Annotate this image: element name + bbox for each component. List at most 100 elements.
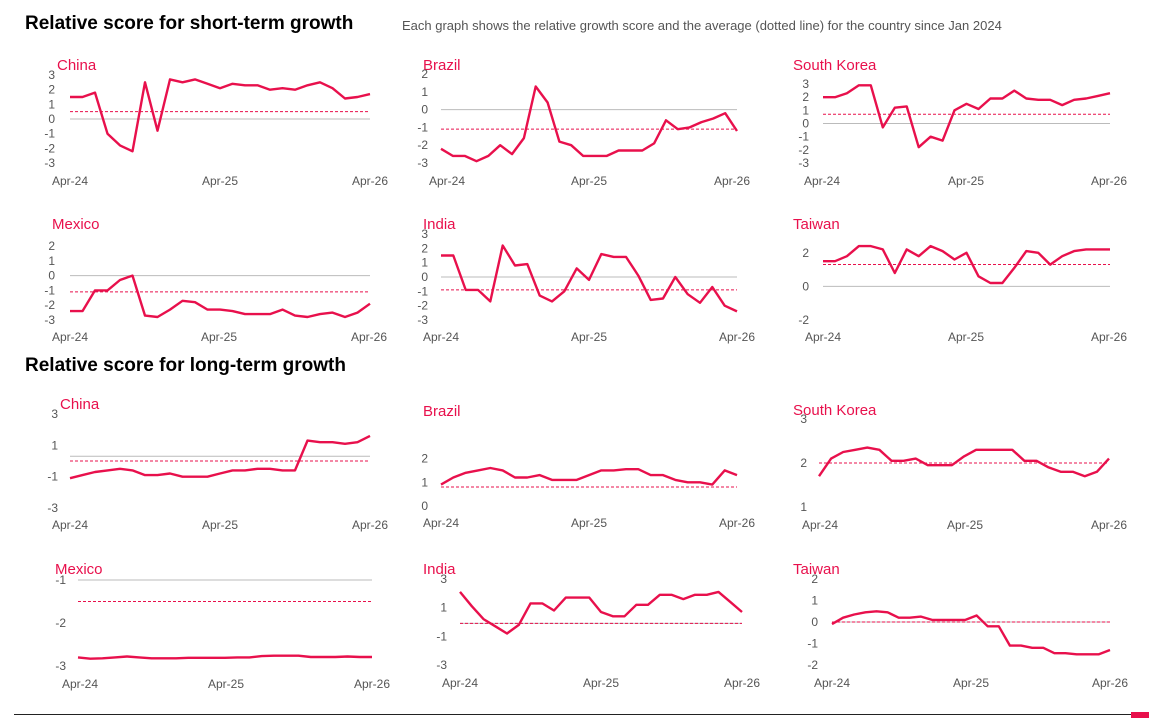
x-tick-label: Apr-24 bbox=[52, 330, 88, 344]
chart-title: South Korea bbox=[793, 402, 877, 419]
y-tick-label: -1 bbox=[436, 629, 447, 643]
y-tick-label: 1 bbox=[811, 594, 818, 608]
y-tick-label: 1 bbox=[421, 85, 428, 99]
y-tick-label: -1 bbox=[417, 120, 428, 134]
y-tick-label: 0 bbox=[421, 499, 428, 513]
y-tick-label: 2 bbox=[802, 90, 809, 104]
chart-title: Brazil bbox=[423, 403, 461, 420]
y-tick-label: 2 bbox=[800, 456, 807, 470]
y-tick-label: 2 bbox=[421, 452, 428, 466]
y-tick-label: 3 bbox=[51, 407, 58, 421]
x-tick-label: Apr-26 bbox=[352, 518, 388, 532]
x-tick-label: Apr-25 bbox=[201, 330, 237, 344]
x-tick-label: Apr-24 bbox=[802, 518, 838, 532]
chart-title: South Korea bbox=[793, 57, 877, 74]
x-tick-label: Apr-24 bbox=[804, 174, 840, 188]
x-tick-label: Apr-26 bbox=[354, 677, 390, 691]
y-tick-label: 0 bbox=[48, 112, 55, 126]
x-tick-label: Apr-24 bbox=[62, 677, 98, 691]
series-line bbox=[69, 434, 371, 480]
y-tick-label: 3 bbox=[440, 572, 447, 586]
y-tick-label: 0 bbox=[421, 103, 428, 117]
x-tick-label: Apr-26 bbox=[1091, 518, 1127, 532]
y-tick-label: 1 bbox=[800, 500, 807, 514]
x-tick-label: Apr-26 bbox=[351, 330, 387, 344]
y-tick-label: -1 bbox=[55, 573, 66, 587]
x-tick-label: Apr-26 bbox=[1091, 330, 1127, 344]
chart-panel: Mexico 210-1-2-3 Apr-24 Apr-25 Apr-26 bbox=[44, 216, 387, 344]
y-tick-label: 2 bbox=[421, 67, 428, 81]
y-tick-label: 2 bbox=[48, 239, 55, 253]
chart-panel: Mexico-1 -2 -3 Apr-24 Apr-25 Apr-26 bbox=[55, 561, 390, 691]
series-line bbox=[831, 610, 1111, 656]
y-tick-label: -2 bbox=[798, 143, 809, 157]
x-tick-label: Apr-24 bbox=[423, 516, 459, 530]
y-tick-label: 1 bbox=[48, 97, 55, 111]
y-tick-label: 1 bbox=[421, 256, 428, 270]
y-tick-label: -3 bbox=[417, 156, 428, 170]
x-tick-label: Apr-24 bbox=[814, 676, 850, 690]
series-line bbox=[818, 446, 1110, 478]
y-tick-label: 3 bbox=[421, 227, 428, 241]
chart-title: India bbox=[423, 561, 456, 578]
y-tick-label: 0 bbox=[811, 615, 818, 629]
y-tick-label: -1 bbox=[417, 284, 428, 298]
x-tick-label: Apr-26 bbox=[1092, 676, 1128, 690]
y-tick-label: -3 bbox=[798, 156, 809, 170]
y-tick-label: -2 bbox=[44, 141, 55, 155]
y-tick-label: 0 bbox=[48, 269, 55, 283]
y-tick-label: 2 bbox=[802, 246, 809, 260]
y-tick-label: 1 bbox=[48, 254, 55, 268]
y-tick-label: -2 bbox=[417, 299, 428, 313]
y-tick-label: -2 bbox=[417, 138, 428, 152]
y-tick-label: 1 bbox=[440, 601, 447, 615]
series-line bbox=[823, 244, 1110, 285]
y-tick-label: -3 bbox=[436, 658, 447, 672]
x-tick-label: Apr-25 bbox=[583, 676, 619, 690]
x-tick-label: Apr-26 bbox=[724, 676, 760, 690]
series-line bbox=[70, 78, 371, 153]
section-title-short-term: Relative score for short-term growth bbox=[25, 13, 354, 34]
y-tick-label: 2 bbox=[421, 241, 428, 255]
x-tick-label: Apr-25 bbox=[208, 677, 244, 691]
y-tick-label: 3 bbox=[48, 68, 55, 82]
x-tick-label: Apr-25 bbox=[202, 518, 238, 532]
series-line bbox=[440, 85, 739, 163]
x-tick-label: Apr-25 bbox=[948, 330, 984, 344]
y-tick-label: 0 bbox=[802, 279, 809, 293]
y-tick-label: 0 bbox=[802, 117, 809, 131]
series-line bbox=[441, 244, 738, 313]
chart-title: Taiwan bbox=[793, 216, 840, 233]
x-tick-label: Apr-24 bbox=[423, 330, 459, 344]
y-tick-label: -3 bbox=[55, 659, 66, 673]
chart-title: Brazil bbox=[423, 57, 461, 74]
x-tick-label: Apr-26 bbox=[1091, 174, 1127, 188]
x-tick-label: Apr-24 bbox=[442, 676, 478, 690]
y-tick-label: 0 bbox=[421, 270, 428, 284]
series-line bbox=[70, 274, 371, 319]
y-tick-label: -1 bbox=[44, 283, 55, 297]
chart-title: Mexico bbox=[52, 216, 100, 233]
chart-subtitle: Each graph shows the relative growth sco… bbox=[402, 18, 1002, 33]
section-title-long-term: Relative score for long-term growth bbox=[25, 355, 346, 376]
y-tick-label: 1 bbox=[51, 438, 58, 452]
chart-title: India bbox=[423, 216, 456, 233]
y-tick-label: -2 bbox=[798, 313, 809, 327]
y-tick-label: 3 bbox=[800, 412, 807, 426]
y-tick-label: -1 bbox=[47, 470, 58, 484]
y-tick-label: 2 bbox=[811, 572, 818, 586]
y-tick-label: 1 bbox=[802, 103, 809, 117]
x-tick-label: Apr-24 bbox=[52, 174, 88, 188]
y-tick-label: -1 bbox=[807, 637, 818, 651]
y-tick-label: -1 bbox=[44, 127, 55, 141]
x-tick-label: Apr-25 bbox=[571, 516, 607, 530]
x-tick-label: Apr-24 bbox=[52, 518, 88, 532]
chart-panel: Brazil 2 1 0 Apr-24 Apr-25 Apr-26 bbox=[421, 403, 755, 530]
